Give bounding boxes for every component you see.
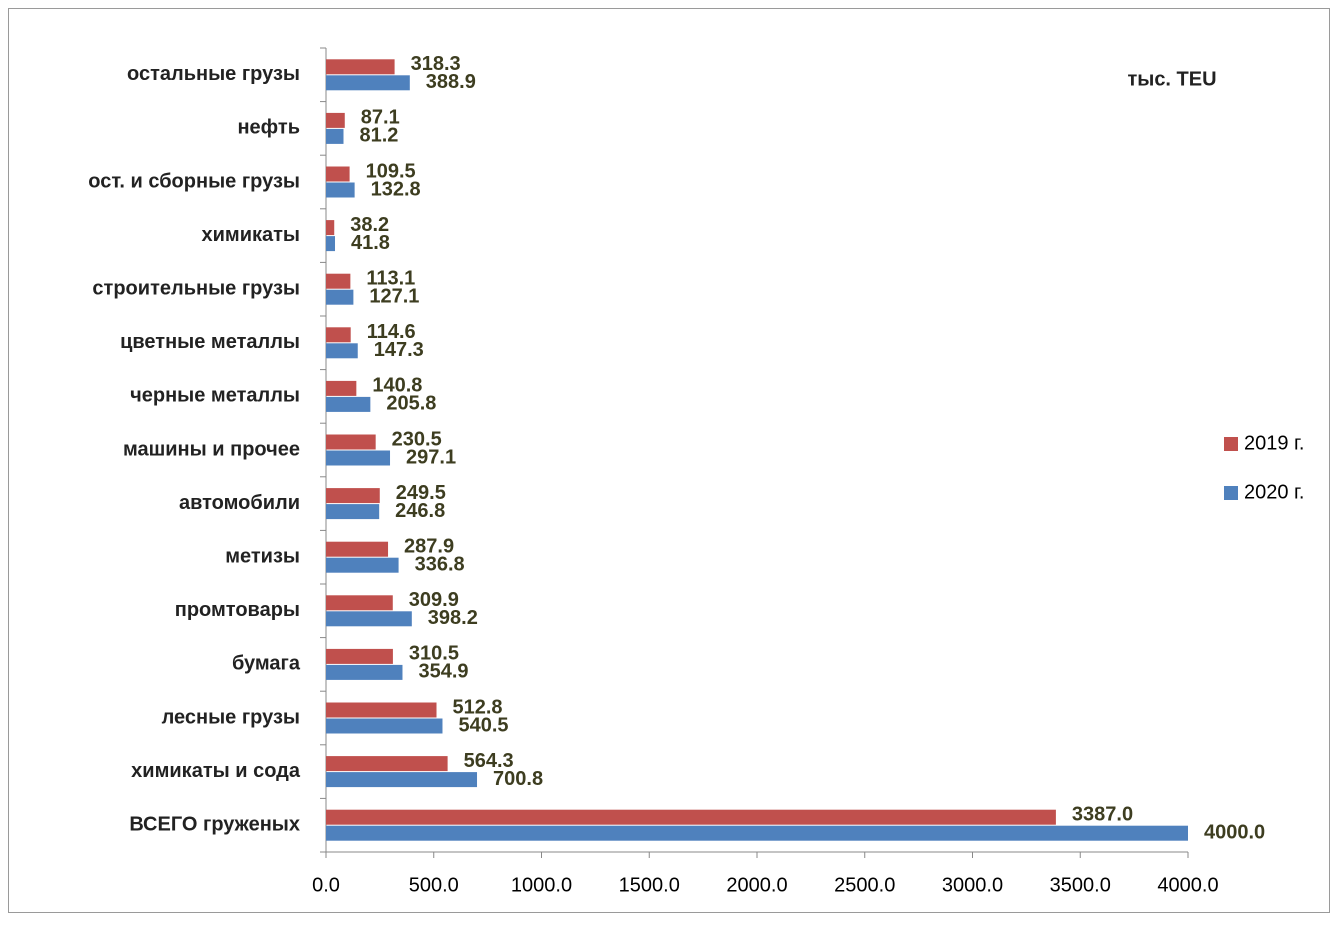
bar: [326, 825, 1188, 841]
value-label: 3387.0: [1072, 803, 1133, 825]
bar: [326, 648, 393, 664]
category-label: остальные грузы: [127, 63, 300, 85]
bar: [326, 809, 1056, 825]
value-label: 246.8: [395, 500, 445, 522]
x-tick-label: 2000.0: [726, 874, 787, 896]
bar: [326, 59, 395, 75]
value-label: 540.5: [458, 714, 508, 736]
value-label: 700.8: [493, 768, 543, 790]
value-label: 249.5: [396, 482, 446, 504]
value-label: 388.9: [426, 71, 476, 93]
category-label: цветные металлы: [120, 331, 300, 353]
category-label: бумага: [232, 653, 301, 675]
frame: [8, 8, 1330, 913]
category-label: химикаты и сода: [131, 760, 301, 782]
category-label: нефть: [237, 117, 300, 139]
bar: [326, 273, 351, 289]
value-label: 81.2: [359, 125, 398, 147]
bar: [326, 380, 357, 396]
value-label: 109.5: [366, 160, 416, 182]
bar: [326, 112, 345, 128]
value-label: 310.5: [409, 643, 459, 665]
bar: [326, 702, 437, 718]
x-tick-label: 3000.0: [942, 874, 1003, 896]
category-label: строительные грузы: [92, 277, 300, 299]
value-label: 297.1: [406, 446, 456, 468]
bar: [326, 450, 391, 466]
bar: [326, 664, 403, 680]
value-label: 127.1: [369, 285, 419, 307]
value-label: 38.2: [350, 214, 389, 236]
bar: [326, 327, 351, 343]
category-label: ВСЕГО груженых: [129, 813, 300, 835]
unit-annotation: тыс. TEU: [1127, 68, 1216, 90]
bar: [326, 504, 380, 520]
value-label: 113.1: [366, 267, 415, 289]
bar: [326, 434, 376, 450]
category-label: машины и прочее: [123, 438, 300, 460]
bar: [326, 772, 478, 788]
value-label: 87.1: [361, 107, 400, 129]
value-label: 398.2: [428, 607, 478, 629]
category-label: автомобили: [179, 492, 300, 514]
value-label: 287.9: [404, 535, 454, 557]
value-label: 354.9: [418, 661, 468, 683]
category-label: метизы: [225, 545, 300, 567]
bar: [326, 236, 336, 252]
value-label: 41.8: [351, 232, 390, 254]
bar: [326, 128, 344, 144]
value-label: 132.8: [371, 178, 421, 200]
value-label: 512.8: [453, 696, 503, 718]
x-tick-label: 3500.0: [1050, 874, 1111, 896]
legend-label: 2020 г.: [1244, 481, 1304, 503]
x-tick-label: 1000.0: [511, 874, 572, 896]
category-label: промтовары: [175, 599, 300, 621]
category-label: химикаты: [201, 224, 300, 246]
bar: [326, 343, 358, 359]
bar: [326, 166, 350, 182]
bar: [326, 182, 355, 198]
value-label: 230.5: [392, 428, 442, 450]
x-tick-label: 2500.0: [834, 874, 895, 896]
category-label: ост. и сборные грузы: [88, 170, 300, 192]
bar: [326, 557, 399, 573]
x-tick-label: 500.0: [409, 874, 459, 896]
value-label: 564.3: [464, 750, 514, 772]
value-label: 309.9: [409, 589, 459, 611]
bar: [326, 396, 371, 412]
x-tick-label: 4000.0: [1157, 874, 1218, 896]
bar: [326, 595, 393, 611]
bar: [326, 541, 389, 557]
value-label: 114.6: [367, 321, 416, 343]
value-label: 4000.0: [1204, 821, 1265, 843]
x-tick-label: 0.0: [312, 874, 340, 896]
bar: [326, 220, 335, 236]
bar: [326, 289, 354, 305]
bar: [326, 756, 448, 772]
value-label: 147.3: [374, 339, 424, 361]
bar: [326, 488, 380, 504]
x-tick-label: 1500.0: [619, 874, 680, 896]
bar: [326, 718, 443, 734]
legend-label: 2019 г.: [1244, 432, 1304, 454]
legend-swatch: [1224, 486, 1238, 500]
category-label: лесные грузы: [162, 706, 300, 728]
category-label: черные металлы: [130, 385, 300, 407]
bar: [326, 611, 412, 627]
value-label: 318.3: [411, 53, 461, 75]
value-label: 336.8: [415, 553, 465, 575]
bar: [326, 75, 410, 91]
value-label: 140.8: [372, 375, 422, 397]
value-label: 205.8: [386, 393, 436, 415]
legend-swatch: [1224, 437, 1238, 451]
